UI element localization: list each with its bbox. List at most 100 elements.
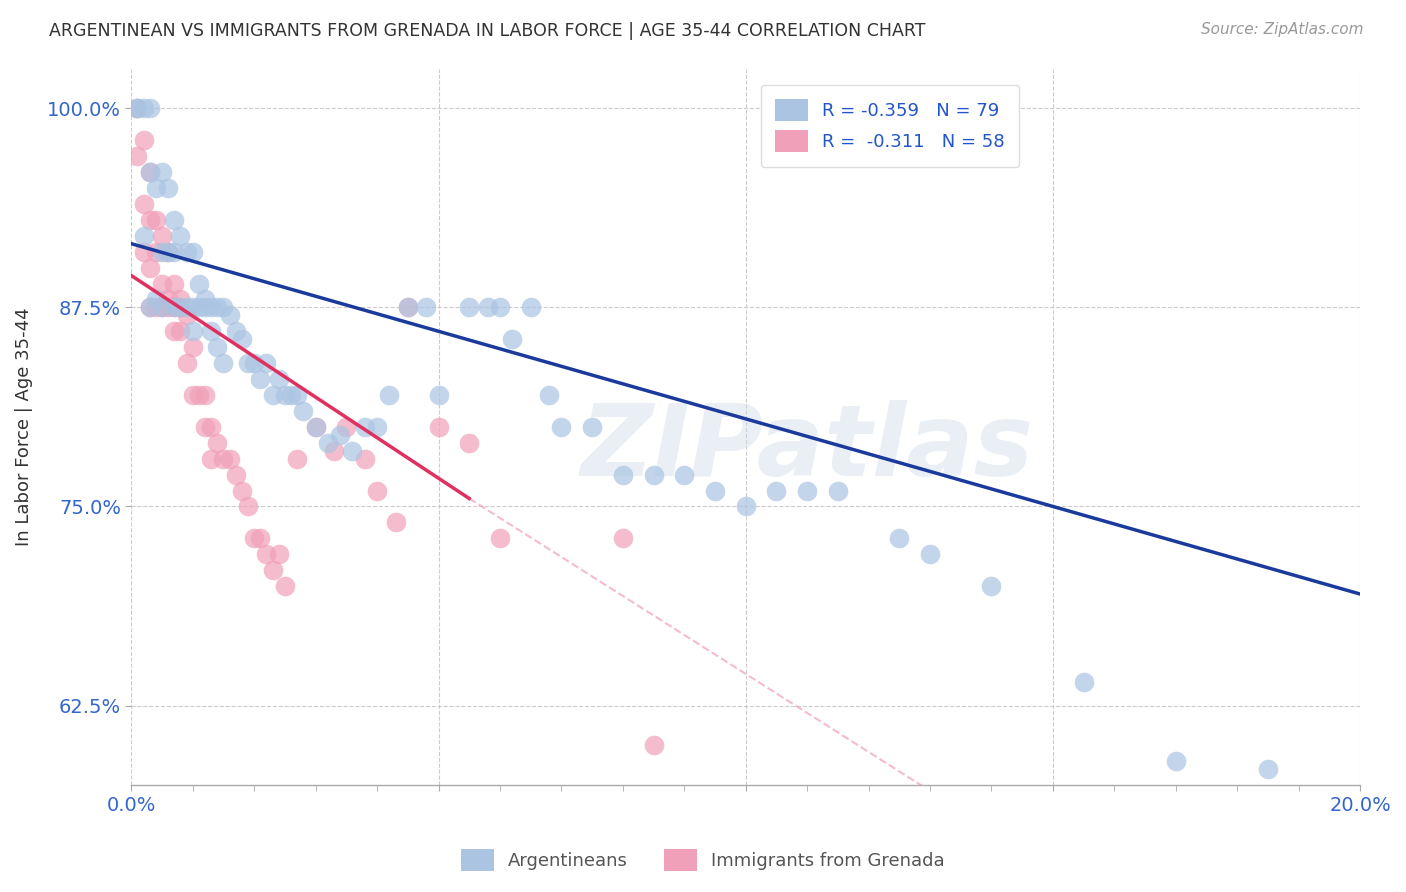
Point xyxy=(163,244,186,259)
Point xyxy=(827,483,849,498)
Point xyxy=(218,451,240,466)
Point xyxy=(285,388,308,402)
Point xyxy=(458,301,481,315)
Point xyxy=(501,332,523,346)
Point xyxy=(200,451,222,466)
Point xyxy=(1164,754,1187,768)
Point xyxy=(304,420,326,434)
Point xyxy=(157,293,180,307)
Point xyxy=(225,467,247,482)
Point xyxy=(200,324,222,338)
Point xyxy=(262,563,284,577)
Point xyxy=(262,388,284,402)
Point xyxy=(127,149,149,163)
Point xyxy=(138,165,160,179)
Point xyxy=(200,420,222,434)
Point xyxy=(169,324,191,338)
Point xyxy=(157,301,180,315)
Point xyxy=(132,244,155,259)
Text: Source: ZipAtlas.com: Source: ZipAtlas.com xyxy=(1201,22,1364,37)
Point xyxy=(132,133,155,147)
Text: ARGENTINEAN VS IMMIGRANTS FROM GRENADA IN LABOR FORCE | AGE 35-44 CORRELATION CH: ARGENTINEAN VS IMMIGRANTS FROM GRENADA I… xyxy=(49,22,925,40)
Point xyxy=(256,356,278,370)
Point xyxy=(150,301,173,315)
Point xyxy=(304,420,326,434)
Point xyxy=(581,420,603,434)
Point xyxy=(427,420,450,434)
Point xyxy=(734,500,756,514)
Point xyxy=(207,301,229,315)
Point xyxy=(207,340,229,354)
Point xyxy=(132,228,155,243)
Point xyxy=(458,435,481,450)
Point xyxy=(519,301,541,315)
Point xyxy=(489,301,512,315)
Point xyxy=(150,228,173,243)
Point xyxy=(267,372,290,386)
Point xyxy=(489,531,512,545)
Point xyxy=(145,301,167,315)
Point xyxy=(980,579,1002,593)
Point xyxy=(212,451,235,466)
Point xyxy=(157,181,180,195)
Point xyxy=(187,388,209,402)
Point xyxy=(169,301,191,315)
Legend: Argentineans, Immigrants from Grenada: Argentineans, Immigrants from Grenada xyxy=(454,842,952,879)
Point xyxy=(704,483,727,498)
Point xyxy=(187,301,209,315)
Point xyxy=(643,739,665,753)
Point xyxy=(138,165,160,179)
Point xyxy=(127,101,149,115)
Point xyxy=(150,277,173,291)
Point xyxy=(225,324,247,338)
Point xyxy=(194,388,217,402)
Point xyxy=(612,531,634,545)
Point xyxy=(353,451,375,466)
Point xyxy=(612,467,634,482)
Point xyxy=(150,244,173,259)
Point xyxy=(163,212,186,227)
Point xyxy=(150,165,173,179)
Point xyxy=(366,483,388,498)
Point xyxy=(765,483,787,498)
Point xyxy=(132,101,155,115)
Point xyxy=(427,388,450,402)
Point xyxy=(138,260,160,275)
Point xyxy=(231,483,253,498)
Point xyxy=(236,356,259,370)
Point xyxy=(181,340,204,354)
Legend: R = -0.359   N = 79, R =  -0.311   N = 58: R = -0.359 N = 79, R = -0.311 N = 58 xyxy=(761,85,1019,167)
Point xyxy=(145,293,167,307)
Point xyxy=(169,228,191,243)
Point xyxy=(378,388,401,402)
Point xyxy=(353,420,375,434)
Point xyxy=(157,244,180,259)
Point xyxy=(176,244,198,259)
Point xyxy=(145,181,167,195)
Point xyxy=(132,197,155,211)
Point xyxy=(329,427,352,442)
Point xyxy=(194,420,217,434)
Point xyxy=(176,301,198,315)
Point xyxy=(231,332,253,346)
Point xyxy=(673,467,696,482)
Point xyxy=(256,547,278,561)
Point xyxy=(200,301,222,315)
Point xyxy=(796,483,818,498)
Point xyxy=(212,356,235,370)
Point xyxy=(396,301,419,315)
Point xyxy=(285,451,308,466)
Point xyxy=(138,212,160,227)
Point xyxy=(163,324,186,338)
Point xyxy=(138,101,160,115)
Point xyxy=(274,388,297,402)
Point xyxy=(181,388,204,402)
Point xyxy=(181,244,204,259)
Point xyxy=(176,356,198,370)
Point xyxy=(342,443,364,458)
Point xyxy=(218,309,240,323)
Point xyxy=(169,293,191,307)
Point xyxy=(274,579,297,593)
Point xyxy=(150,301,173,315)
Point xyxy=(127,101,149,115)
